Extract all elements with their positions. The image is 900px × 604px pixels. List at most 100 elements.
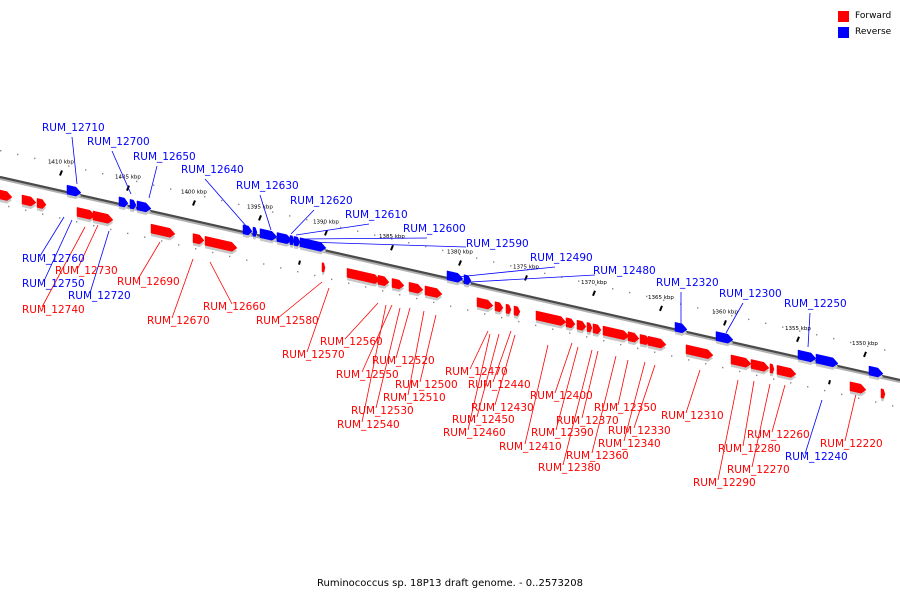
gene-label-rum-12410[interactable]: RUM_12410 xyxy=(499,441,562,453)
forward-gene[interactable] xyxy=(424,285,443,298)
gene-label-rum-12400[interactable]: RUM_12400 xyxy=(530,390,593,402)
gene-label-rum-12760[interactable]: RUM_12760 xyxy=(22,253,85,265)
gene-label-rum-12580[interactable]: RUM_12580 xyxy=(256,315,319,327)
gene-label-rum-12250[interactable]: RUM_12250 xyxy=(784,298,847,310)
gene-label-rum-12610[interactable]: RUM_12610 xyxy=(345,209,408,221)
reverse-gene[interactable] xyxy=(715,331,734,344)
forward-gene[interactable] xyxy=(346,267,381,284)
forward-gene[interactable] xyxy=(602,325,630,341)
forward-gene[interactable] xyxy=(513,305,521,317)
forward-gene[interactable] xyxy=(505,303,512,315)
forward-gene[interactable] xyxy=(204,235,238,252)
forward-gene[interactable] xyxy=(0,189,13,201)
gene-label-rum-12670[interactable]: RUM_12670 xyxy=(147,315,210,327)
gene-label-rum-12220[interactable]: RUM_12220 xyxy=(820,438,883,450)
reverse-gene[interactable] xyxy=(797,349,817,363)
reverse-gene[interactable] xyxy=(66,184,82,197)
gene-label-rum-12530[interactable]: RUM_12530 xyxy=(351,405,414,417)
gene-label-rum-12500[interactable]: RUM_12500 xyxy=(395,379,458,391)
gene-label-rum-12640[interactable]: RUM_12640 xyxy=(181,164,244,176)
forward-gene[interactable] xyxy=(592,323,602,335)
reverse-gene[interactable] xyxy=(674,321,688,334)
gene-label-rum-12480[interactable]: RUM_12480 xyxy=(593,265,656,277)
reverse-gene[interactable] xyxy=(118,196,129,208)
forward-gene[interactable] xyxy=(685,344,714,359)
reverse-gene[interactable] xyxy=(276,232,293,245)
gene-label-rum-12380[interactable]: RUM_12380 xyxy=(538,462,601,474)
gene-label-rum-12370[interactable]: RUM_12370 xyxy=(556,415,619,427)
reverse-gene[interactable] xyxy=(259,228,278,241)
gene-label-rum-12550[interactable]: RUM_12550 xyxy=(336,369,399,381)
gene-label-rum-12750[interactable]: RUM_12750 xyxy=(22,278,85,290)
reverse-gene[interactable] xyxy=(129,199,137,210)
gene-label-rum-12240[interactable]: RUM_12240 xyxy=(785,451,848,463)
reverse-gene[interactable] xyxy=(252,226,258,237)
forward-gene[interactable] xyxy=(192,233,205,245)
gene-label-rum-12280[interactable]: RUM_12280 xyxy=(718,443,781,455)
gene-label-rum-12320[interactable]: RUM_12320 xyxy=(656,277,719,289)
reverse-gene[interactable] xyxy=(868,365,884,378)
gene-label-rum-12350[interactable]: RUM_12350 xyxy=(594,402,657,414)
gene-label-rum-12300[interactable]: RUM_12300 xyxy=(719,288,782,300)
forward-gene[interactable] xyxy=(391,278,405,290)
gene-label-rum-12590[interactable]: RUM_12590 xyxy=(466,238,529,250)
gene-label-rum-12660[interactable]: RUM_12660 xyxy=(203,301,266,313)
gene-label-rum-12330[interactable]: RUM_12330 xyxy=(608,425,671,437)
gene-label-rum-12390[interactable]: RUM_12390 xyxy=(531,427,594,439)
forward-gene[interactable] xyxy=(535,310,567,326)
forward-gene[interactable] xyxy=(76,207,96,220)
gene-label-rum-12270[interactable]: RUM_12270 xyxy=(727,464,790,476)
gene-label-rum-12440[interactable]: RUM_12440 xyxy=(468,379,531,391)
gene-label-rum-12310[interactable]: RUM_12310 xyxy=(661,410,724,422)
gene-label-rum-12290[interactable]: RUM_12290 xyxy=(693,477,756,489)
forward-gene[interactable] xyxy=(776,364,797,378)
gene-label-rum-12260[interactable]: RUM_12260 xyxy=(747,429,810,441)
forward-gene[interactable] xyxy=(476,297,494,310)
reverse-gene[interactable] xyxy=(242,224,253,236)
gene-label-rum-12520[interactable]: RUM_12520 xyxy=(372,355,435,367)
reverse-gene[interactable] xyxy=(463,274,472,285)
gene-label-rum-12560[interactable]: RUM_12560 xyxy=(320,336,383,348)
reverse-gene[interactable] xyxy=(446,270,464,283)
gene-label-rum-12650[interactable]: RUM_12650 xyxy=(133,151,196,163)
forward-gene[interactable] xyxy=(321,262,326,273)
reverse-gene[interactable] xyxy=(289,235,295,246)
gene-label-rum-12620[interactable]: RUM_12620 xyxy=(290,195,353,207)
forward-gene[interactable] xyxy=(849,381,867,394)
gene-label-rum-12360[interactable]: RUM_12360 xyxy=(566,450,629,462)
gene-label-rum-12730[interactable]: RUM_12730 xyxy=(55,265,118,277)
forward-gene[interactable] xyxy=(647,335,667,349)
gene-label-rum-12430[interactable]: RUM_12430 xyxy=(471,402,534,414)
gene-label-rum-12340[interactable]: RUM_12340 xyxy=(598,438,661,450)
gene-label-rum-12490[interactable]: RUM_12490 xyxy=(530,252,593,264)
forward-gene[interactable] xyxy=(21,194,37,207)
forward-gene[interactable] xyxy=(494,301,504,313)
gene-label-rum-12710[interactable]: RUM_12710 xyxy=(42,122,105,134)
gene-label-rum-12600[interactable]: RUM_12600 xyxy=(403,223,466,235)
reverse-gene[interactable] xyxy=(293,236,301,247)
gene-label-rum-12690[interactable]: RUM_12690 xyxy=(117,276,180,288)
forward-gene[interactable] xyxy=(769,363,775,374)
gene-label-rum-12630[interactable]: RUM_12630 xyxy=(236,180,299,192)
forward-gene[interactable] xyxy=(750,359,770,372)
gene-label-rum-12540[interactable]: RUM_12540 xyxy=(337,419,400,431)
gene-label-rum-12460[interactable]: RUM_12460 xyxy=(443,427,506,439)
reverse-gene[interactable] xyxy=(815,353,839,368)
forward-gene[interactable] xyxy=(150,223,176,238)
forward-gene[interactable] xyxy=(586,322,593,333)
gene-label-rum-12700[interactable]: RUM_12700 xyxy=(87,136,150,148)
reverse-gene[interactable] xyxy=(136,200,152,213)
reverse-gene[interactable] xyxy=(299,237,327,252)
gene-label-rum-12470[interactable]: RUM_12470 xyxy=(445,366,508,378)
gene-label-rum-12510[interactable]: RUM_12510 xyxy=(383,392,446,404)
gene-label-rum-12720[interactable]: RUM_12720 xyxy=(68,290,131,302)
forward-gene[interactable] xyxy=(36,198,47,209)
gene-label-rum-12450[interactable]: RUM_12450 xyxy=(452,414,515,426)
forward-gene[interactable] xyxy=(880,388,886,399)
forward-gene[interactable] xyxy=(576,319,587,331)
forward-gene[interactable] xyxy=(377,274,390,287)
forward-gene[interactable] xyxy=(408,281,424,294)
forward-gene[interactable] xyxy=(565,317,576,329)
forward-gene[interactable] xyxy=(92,210,114,224)
